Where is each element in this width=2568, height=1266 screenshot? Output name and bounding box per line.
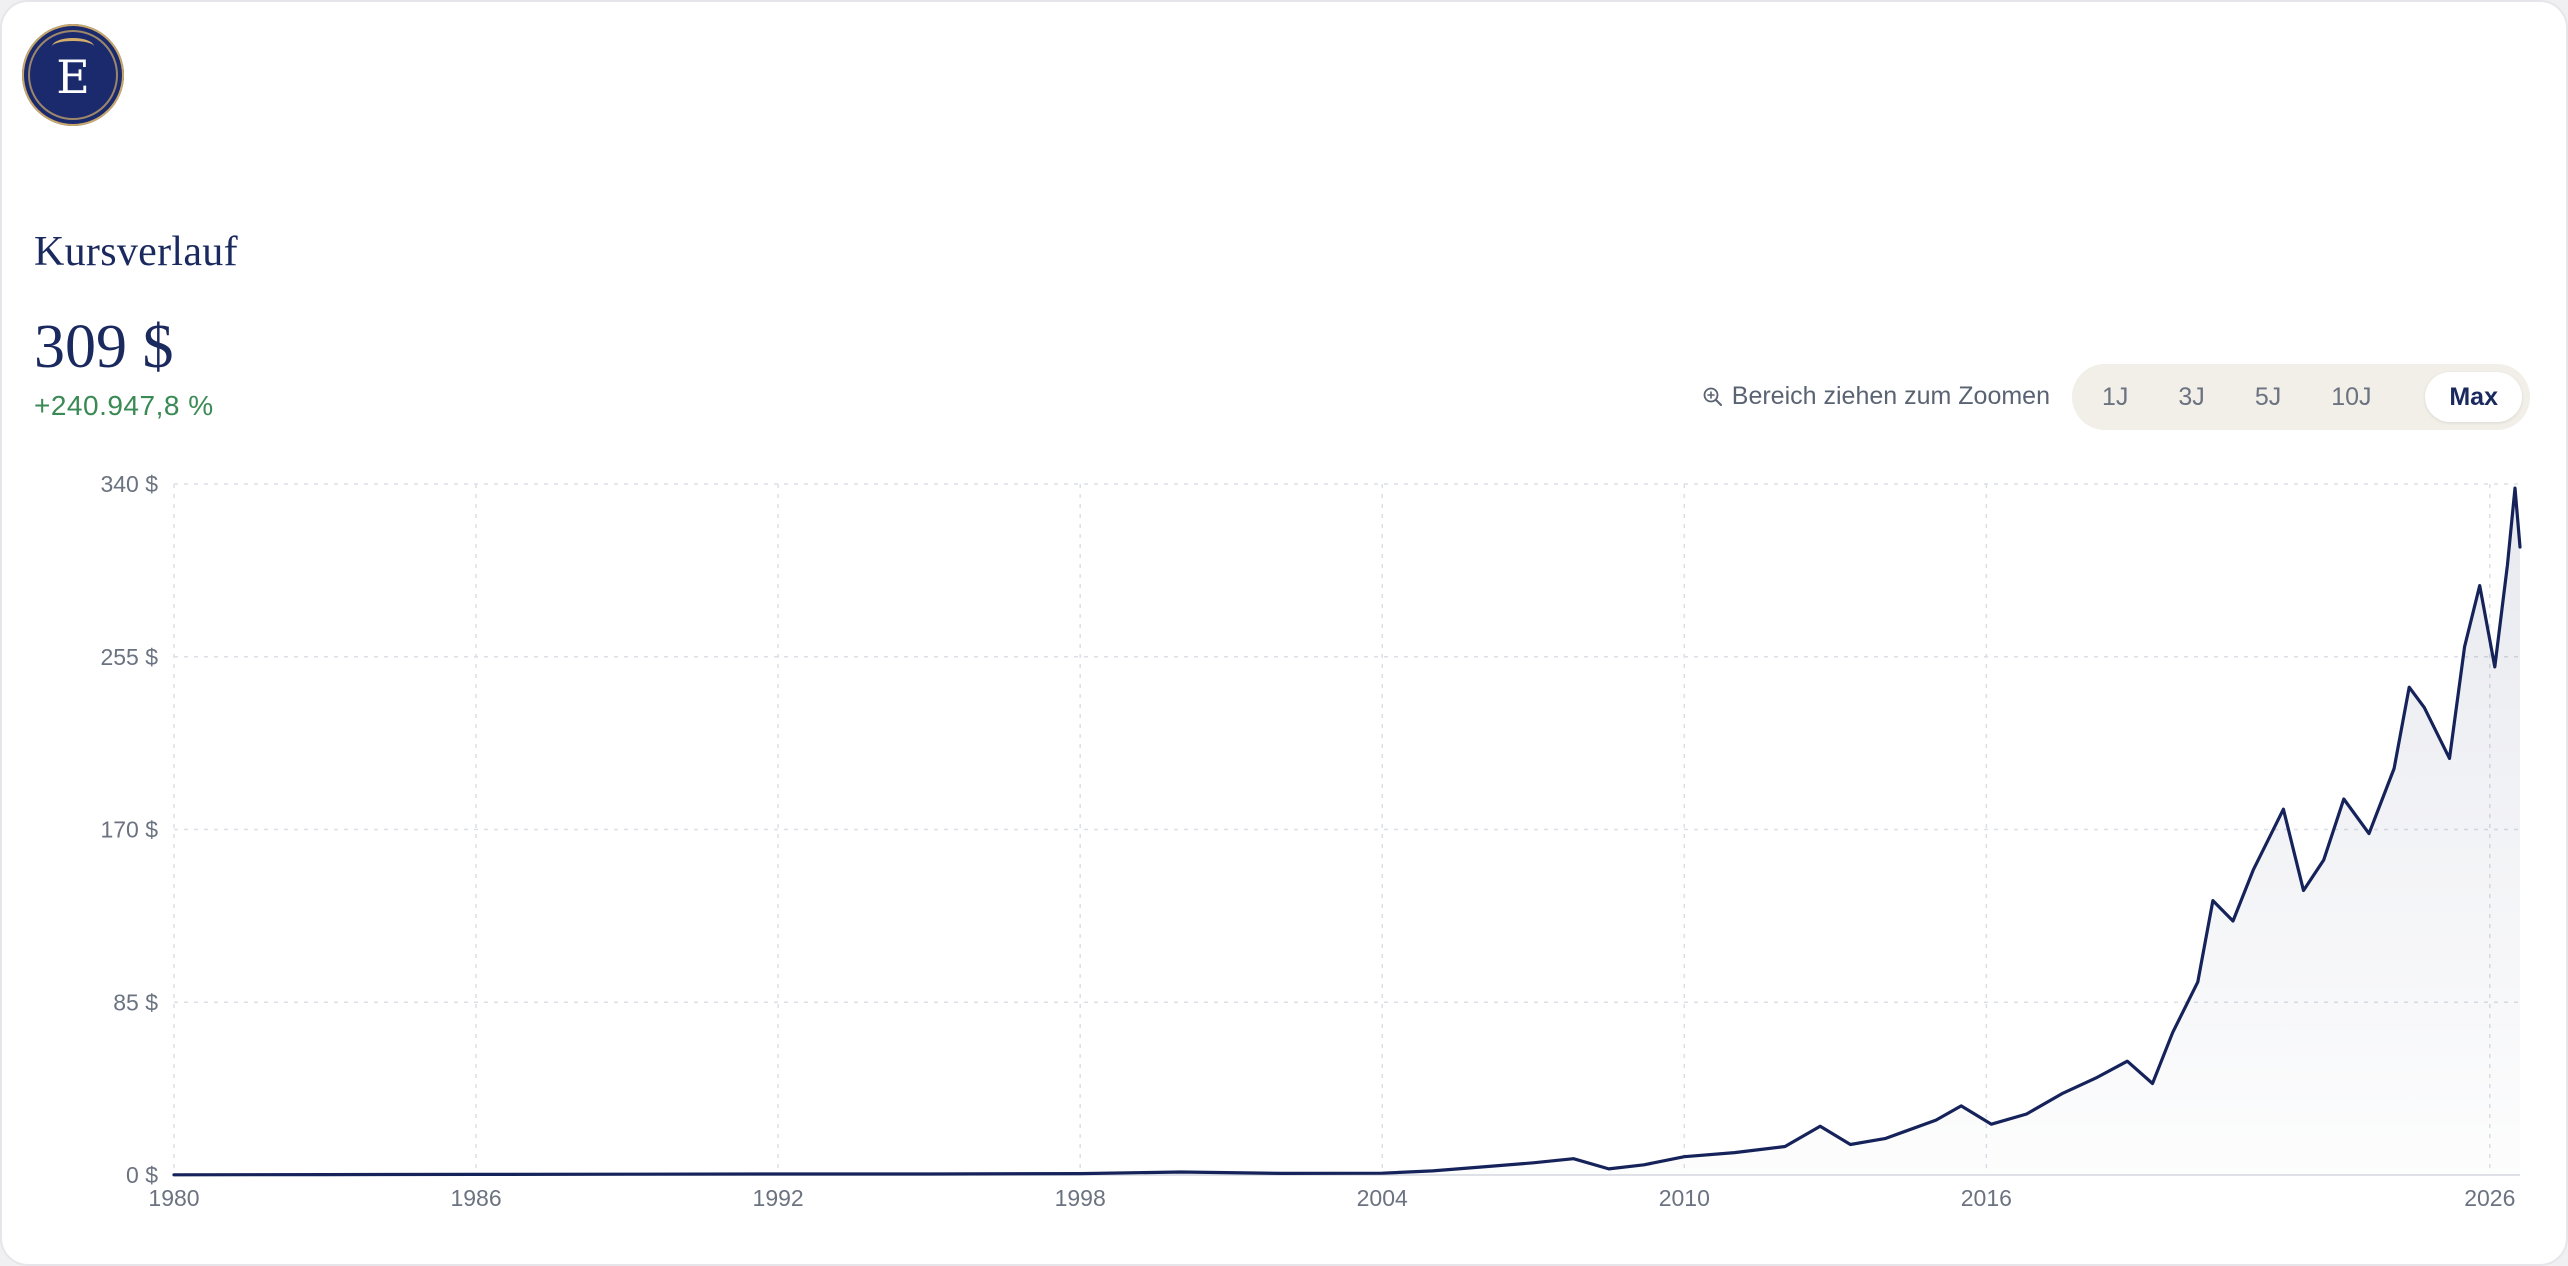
x-tick-label: 1980 <box>148 1185 199 1211</box>
range-1y-button[interactable]: 1J <box>2102 383 2129 411</box>
x-tick-label: 2026 <box>2464 1185 2515 1211</box>
x-tick-label: 1998 <box>1055 1185 1106 1211</box>
x-tick-label: 2004 <box>1357 1185 1408 1211</box>
y-tick-label: 340 $ <box>100 471 158 497</box>
price-area-fill <box>174 488 2520 1176</box>
y-tick-label: 170 $ <box>100 817 158 843</box>
range-3y-button[interactable]: 3J <box>2178 383 2205 411</box>
x-tick-label: 2010 <box>1659 1185 1710 1211</box>
range-max-button[interactable]: Max <box>2425 372 2522 422</box>
brand-logo[interactable]: E <box>22 24 124 126</box>
range-10y-button[interactable]: 10J <box>2331 383 2372 411</box>
x-tick-label: 2016 <box>1961 1185 2012 1211</box>
price-change-percent: +240.947,8 % <box>34 390 214 421</box>
chart-heading: Kursverlauf <box>34 229 238 275</box>
price-chart[interactable]: 0 $ 85 $ 170 $ 255 $ 340 $ 1980 1986 1992 1998 20… <box>2 462 2562 1222</box>
y-tick-label: 85 $ <box>113 989 158 1015</box>
logo-ring <box>28 30 118 120</box>
x-tick-label: 1986 <box>450 1185 501 1211</box>
range-5y-button[interactable]: 5J <box>2254 383 2282 411</box>
price-line-series[interactable] <box>172 486 2522 1177</box>
x-tick-label: 1992 <box>753 1185 804 1211</box>
current-price: 309 $ <box>34 313 174 381</box>
logo-letter: E <box>56 50 90 104</box>
logo-arc <box>52 38 94 55</box>
y-tick-label: 0 $ <box>126 1162 158 1188</box>
y-tick-label: 255 $ <box>100 644 158 670</box>
time-range-selector: 1J 3J 5J 10J Max <box>2072 364 2530 430</box>
zoom-in-icon <box>1702 386 1724 408</box>
zoom-hint: Bereich ziehen zum Zoomen <box>1702 382 2050 411</box>
zoom-hint-text: Bereich ziehen zum Zoomen <box>1731 382 2050 410</box>
